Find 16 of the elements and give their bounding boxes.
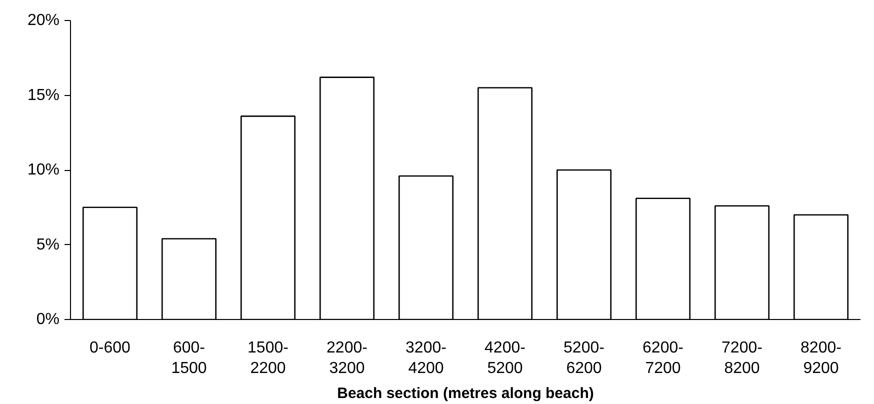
x-tick-label: 7200-8200 (722, 340, 762, 377)
x-tick-label: 3200-4200 (406, 340, 446, 377)
x-tick-label: 600-1500 (171, 340, 207, 377)
y-tick-label: 20% (27, 12, 60, 29)
x-tick-label: 8200-9200 (800, 340, 842, 377)
x-axis-title: Beach section (metres along beach) (337, 384, 594, 402)
x-tick-label: 6200-7200 (642, 340, 684, 377)
y-tick-label: 15% (27, 86, 60, 104)
x-tick-label: 4200-5200 (484, 340, 526, 377)
y-tick-label: 0% (36, 311, 60, 328)
y-tick-label: 5% (36, 236, 60, 254)
y-tick-label: 10% (27, 162, 60, 178)
x-tick-label: 1500-2200 (248, 340, 288, 377)
x-tick-label: 2200-3200 (326, 340, 368, 377)
x-tick-label: 0-600 (90, 340, 131, 356)
x-tick-label: 5200-6200 (564, 340, 604, 377)
